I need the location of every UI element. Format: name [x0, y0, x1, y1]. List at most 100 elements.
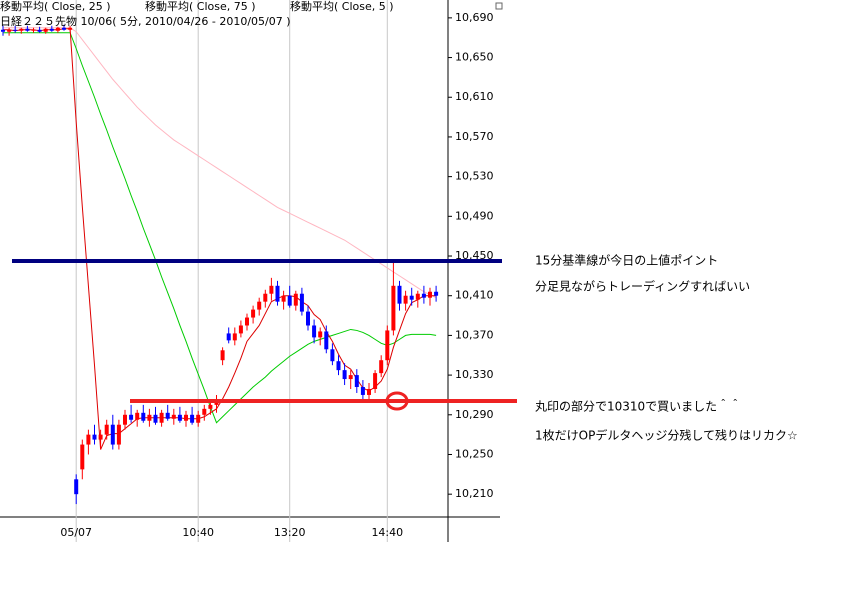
candle-body	[306, 311, 310, 326]
candle-body	[1, 29, 5, 32]
candle-body	[373, 373, 378, 389]
candle-body	[330, 349, 335, 362]
menu-icon[interactable]	[495, 2, 503, 10]
candle-body	[141, 412, 146, 421]
y-tick-label: 10,250	[455, 447, 494, 460]
candle-body	[336, 361, 341, 371]
candle-body	[312, 325, 317, 338]
candle-body	[86, 434, 91, 445]
x-tick-label: 10:40	[182, 526, 214, 539]
candle-body	[116, 424, 121, 445]
candle-body	[226, 333, 231, 341]
candle-body	[342, 370, 347, 380]
ma-line	[3, 27, 437, 299]
y-tick-label: 10,650	[455, 51, 494, 64]
y-tick-label: 10,210	[455, 487, 494, 500]
candle-body	[135, 412, 140, 420]
candle-body	[92, 434, 97, 440]
y-tick-label: 10,290	[455, 408, 494, 421]
y-tick-label: 10,370	[455, 328, 494, 341]
candle-body	[177, 414, 182, 421]
candle-body	[293, 293, 298, 306]
candle-body	[299, 293, 304, 312]
candle-body	[245, 317, 249, 326]
candle-body	[269, 285, 274, 294]
annotation: 分足見ながらトレーディングすればいい	[535, 279, 750, 294]
candle-body	[196, 414, 201, 423]
candle-body	[129, 414, 134, 420]
candle-body	[434, 291, 439, 296]
candle-body	[74, 479, 79, 495]
annotation: 丸印の部分で10310で買いました＾＾	[535, 398, 741, 414]
candle-body	[391, 285, 396, 331]
chart-title: 日経２２５先物 10/06( 5分, 2010/04/26 - 2010/05/…	[0, 14, 291, 28]
candle-body	[123, 414, 127, 425]
annotation: 15分基準線が今日の上値ポイント	[535, 253, 718, 268]
candle-body	[202, 408, 207, 415]
candle-body	[7, 29, 12, 32]
candle-body	[31, 29, 36, 31]
legend-entry: 移動平均( Close, 5 )	[290, 0, 394, 13]
legend-entry: 移動平均( Close, 75 )	[145, 0, 256, 13]
candle-body	[409, 295, 414, 300]
candle-body	[251, 309, 256, 318]
ma-line	[3, 32, 437, 424]
candle-body	[184, 414, 188, 421]
x-tick-label: 13:20	[274, 526, 306, 539]
candle-body	[275, 285, 280, 302]
y-tick-label: 10,450	[455, 249, 494, 262]
candle-body	[49, 28, 54, 31]
candle-body	[367, 388, 371, 395]
candle-body	[55, 27, 60, 31]
candle-body	[208, 404, 213, 409]
x-tick-label: 14:40	[371, 526, 403, 539]
candle-body	[428, 291, 432, 298]
candle-body	[104, 424, 109, 435]
candle-body	[62, 27, 66, 30]
candle-body	[25, 28, 30, 31]
candle-body	[415, 293, 420, 300]
candle-body	[98, 434, 103, 440]
candle-body	[43, 28, 48, 32]
candle-body	[232, 333, 237, 341]
plot: 10,210 10,250 10,290 10,330 10,370 10,410 10,4…	[0, 0, 494, 542]
candle-body	[354, 375, 359, 388]
candle-body	[19, 28, 24, 31]
candle-body	[397, 285, 402, 304]
candle-body	[165, 412, 170, 419]
candle-body	[110, 424, 115, 445]
y-tick-label: 10,330	[455, 368, 494, 381]
x-tick-label: 05/07	[60, 526, 92, 539]
candle-body	[257, 301, 262, 310]
candle-body	[153, 414, 158, 423]
candle-body	[403, 295, 408, 304]
candle-body	[318, 331, 323, 338]
candle-body	[281, 295, 286, 302]
annotation: 1枚だけOPデルタヘッジ分残して残りはリカク☆	[535, 428, 798, 443]
candle-body	[379, 360, 384, 374]
y-tick-label: 10,410	[455, 289, 494, 302]
y-tick-label: 10,610	[455, 90, 494, 103]
candle-body	[171, 414, 176, 419]
candle-body	[238, 325, 243, 334]
candle-body	[421, 293, 426, 298]
candle-body	[147, 414, 152, 421]
candle-body	[263, 293, 268, 302]
candle-body	[159, 412, 164, 423]
candle-body	[324, 331, 329, 350]
y-tick-label: 10,690	[455, 11, 494, 24]
candle-body	[13, 29, 18, 31]
candle-body	[360, 387, 365, 395]
y-tick-label: 10,490	[455, 209, 494, 222]
candle-body	[80, 444, 85, 470]
candle-body	[220, 350, 225, 361]
legend-entry: 移動平均( Close, 25 )	[0, 0, 111, 13]
candle-body	[385, 330, 390, 361]
candle-body	[37, 29, 42, 32]
y-tick-label: 10,570	[455, 130, 494, 143]
candle-body	[287, 295, 292, 306]
candle-body	[68, 27, 73, 30]
y-tick-label: 10,530	[455, 170, 494, 183]
candle-body	[190, 414, 195, 423]
